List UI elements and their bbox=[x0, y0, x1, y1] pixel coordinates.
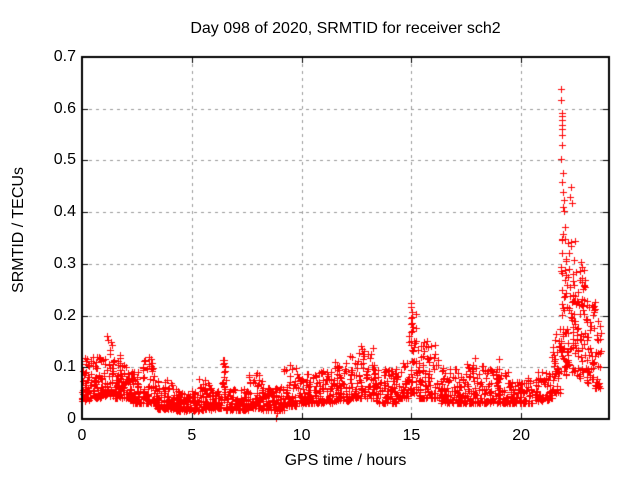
x-tick-label: 20 bbox=[512, 427, 531, 444]
y-tick-label: 0.7 bbox=[53, 48, 76, 65]
chart-title: Day 098 of 2020, SRMTID for receiver sch… bbox=[190, 20, 501, 37]
y-tick-label: 0.1 bbox=[53, 358, 76, 376]
x-tick-label: 5 bbox=[187, 427, 197, 444]
y-tick-label: 0.4 bbox=[53, 203, 76, 221]
y-tick-label: 0.6 bbox=[53, 99, 76, 117]
y-tick-label: 0.5 bbox=[53, 151, 76, 169]
x-axis-label: GPS time / hours bbox=[284, 452, 407, 469]
y-tick-label: 0 bbox=[67, 410, 76, 427]
x-tick-label: 10 bbox=[292, 427, 311, 444]
x-tick-label: 15 bbox=[402, 427, 421, 444]
y-axis-label: SRMTID / TECUs bbox=[10, 167, 27, 293]
y-tick-label: 0.2 bbox=[53, 306, 76, 324]
y-tick-label: 0.3 bbox=[53, 254, 76, 272]
x-tick-label: 0 bbox=[77, 427, 87, 444]
